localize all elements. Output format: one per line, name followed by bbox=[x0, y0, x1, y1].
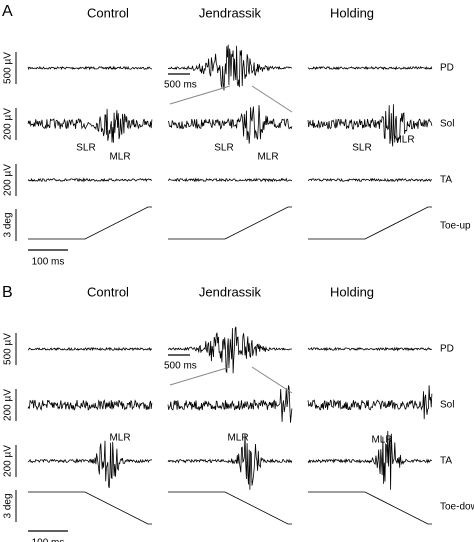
ta-trace bbox=[27, 177, 152, 183]
ankle-trace bbox=[308, 206, 432, 240]
row-label: Sol bbox=[440, 400, 454, 411]
column-header: Control bbox=[87, 5, 129, 20]
amplitude-scale: 3 deg bbox=[3, 493, 14, 518]
ta-trace bbox=[27, 440, 153, 489]
ta-trace bbox=[167, 434, 293, 490]
sol-trace bbox=[167, 385, 293, 423]
pd-burst-trace bbox=[167, 44, 293, 91]
sol-trace bbox=[27, 399, 153, 411]
amplitude-scale: 3 deg bbox=[3, 212, 14, 237]
row-label: TA bbox=[440, 456, 452, 467]
annotation: MLR bbox=[393, 135, 414, 146]
zoom-line bbox=[251, 366, 293, 394]
annotation: MLR bbox=[109, 152, 130, 163]
amplitude-scale: 200 µV bbox=[3, 108, 14, 140]
pd-trace bbox=[307, 346, 433, 352]
zoom-line bbox=[169, 85, 231, 105]
ta-trace bbox=[307, 177, 432, 183]
sol-trace bbox=[27, 108, 153, 143]
annotation: SLR bbox=[352, 143, 371, 154]
annotation: MLR bbox=[371, 435, 392, 446]
column-header: Jendrassik bbox=[199, 284, 262, 299]
pd-burst-trace bbox=[167, 326, 293, 374]
ankle-trace bbox=[168, 206, 292, 240]
time-scale: 100 ms bbox=[32, 257, 65, 268]
burst-scale: 500 ms bbox=[164, 361, 197, 372]
ankle-trace bbox=[28, 491, 152, 525]
annotation: SLR bbox=[214, 143, 233, 154]
column-header: Holding bbox=[330, 284, 374, 299]
amplitude-scale: 200 µV bbox=[3, 389, 14, 421]
amplitude-scale: 500 µV bbox=[3, 333, 14, 365]
row-label: PD bbox=[440, 63, 454, 74]
column-header: Control bbox=[87, 284, 129, 299]
sol-trace bbox=[307, 104, 433, 147]
zoom-line bbox=[251, 85, 293, 113]
annotation: MLR bbox=[109, 433, 130, 444]
column-header: Jendrassik bbox=[199, 5, 262, 20]
annotation: MLR bbox=[257, 152, 278, 163]
annotation: SLR bbox=[76, 143, 95, 154]
panel-label: A bbox=[2, 3, 13, 20]
ankle-trace bbox=[308, 491, 432, 525]
row-label: Toe-down bbox=[440, 502, 474, 513]
pd-trace bbox=[307, 65, 433, 71]
zoom-line bbox=[169, 366, 231, 386]
amplitude-scale: 200 µV bbox=[3, 164, 14, 196]
row-label: Sol bbox=[440, 119, 454, 130]
ankle-trace bbox=[168, 491, 292, 525]
time-scale: 100 ms bbox=[32, 538, 65, 542]
pd-trace bbox=[27, 346, 153, 352]
row-label: PD bbox=[440, 344, 454, 355]
row-label: Toe-up bbox=[440, 221, 471, 232]
pd-trace bbox=[27, 65, 153, 71]
amplitude-scale: 500 µV bbox=[3, 52, 14, 84]
column-header: Holding bbox=[330, 5, 374, 20]
annotation: MLR bbox=[227, 433, 248, 444]
sol-trace bbox=[307, 385, 433, 420]
ankle-trace bbox=[28, 206, 152, 240]
panel-label: B bbox=[2, 284, 13, 301]
burst-scale: 500 ms bbox=[164, 80, 197, 91]
row-label: TA bbox=[440, 175, 452, 186]
ta-trace bbox=[167, 177, 293, 183]
amplitude-scale: 200 µV bbox=[3, 445, 14, 477]
ta-trace bbox=[307, 430, 433, 490]
sol-trace bbox=[167, 105, 293, 144]
